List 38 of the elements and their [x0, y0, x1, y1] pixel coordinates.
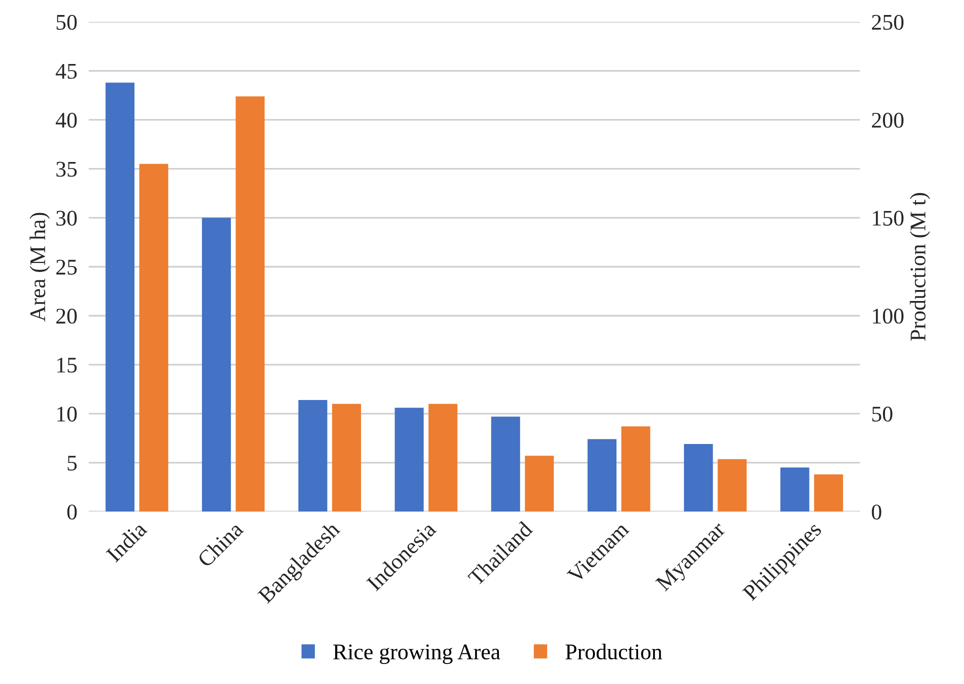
- bar: [298, 400, 328, 512]
- y-tick-label: 15: [57, 358, 77, 373]
- y-tick-label: 0: [67, 504, 77, 520]
- y-tick-label: 50: [56, 14, 77, 30]
- bar: [394, 408, 424, 512]
- bar: [202, 218, 231, 512]
- bar: [621, 426, 650, 512]
- bar: [718, 459, 747, 512]
- y2-axis-title: Production (M t): [910, 193, 930, 341]
- y2-tick-label: 0: [872, 504, 882, 520]
- y-tick-label: 45: [56, 64, 77, 79]
- bar: [814, 474, 844, 512]
- y-tick-label: 20: [56, 308, 77, 324]
- y2-tick-label: 200: [872, 112, 904, 128]
- y-tick-label: 35: [56, 162, 77, 177]
- y2-tick-label: 250: [872, 14, 904, 30]
- bar: [491, 416, 520, 512]
- bar: [780, 468, 810, 512]
- legend-label: Rice growing Area: [333, 644, 500, 664]
- bar: [139, 164, 168, 512]
- y-tick-label: 40: [56, 112, 77, 128]
- y-tick-label: 30: [56, 210, 77, 226]
- x-tick-label: India: [105, 520, 148, 563]
- bar: [588, 439, 616, 512]
- bar: [332, 404, 362, 512]
- y2-tick-label: 100: [872, 308, 904, 324]
- y2-tick-label: 50: [872, 406, 892, 422]
- bar: [524, 456, 554, 512]
- y-tick-label: 25: [56, 260, 77, 275]
- bar: [106, 82, 134, 512]
- bar: [236, 96, 265, 512]
- legend-label: Production: [566, 644, 662, 660]
- y2-tick-label: 150: [872, 210, 904, 226]
- y-axis-title: Area (M ha): [30, 212, 50, 322]
- bar: [428, 404, 458, 512]
- y-tick-label: 5: [68, 456, 77, 471]
- bar: [684, 444, 713, 512]
- y-tick-label: 10: [57, 406, 77, 422]
